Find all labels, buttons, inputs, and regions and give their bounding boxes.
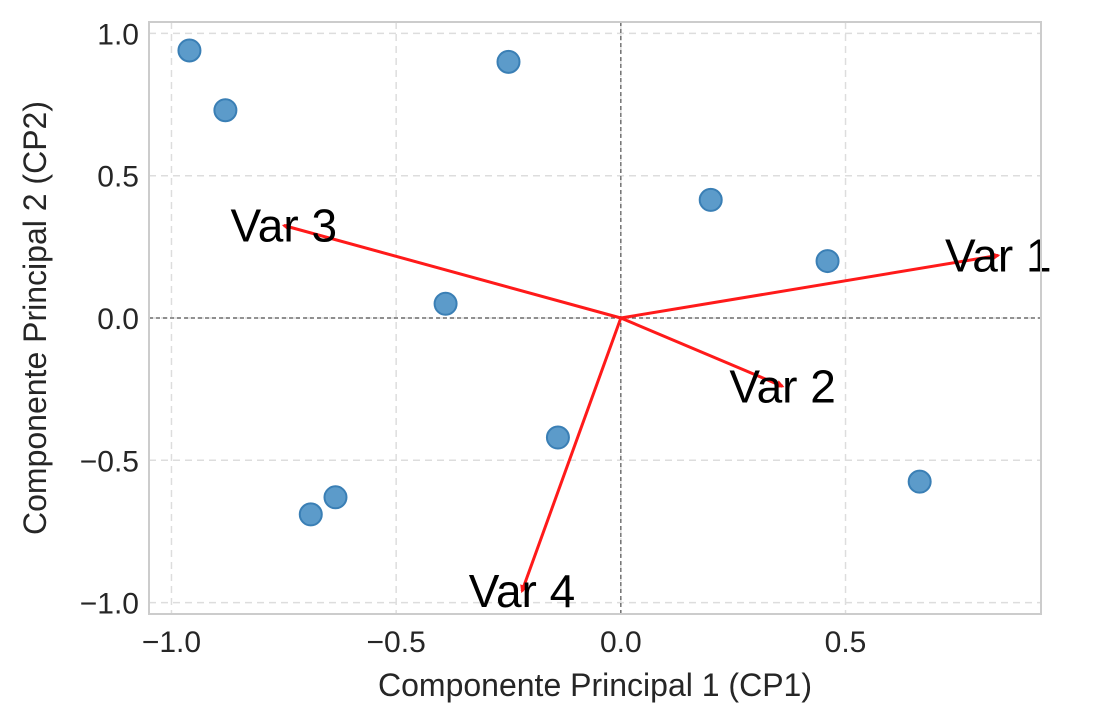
- scatter-point: [496, 49, 521, 74]
- scatter-point: [323, 485, 348, 510]
- scatter-point: [433, 291, 458, 316]
- x-tick-label: 0.5: [825, 626, 867, 659]
- x-tick-label: 0.0: [600, 626, 642, 659]
- scatter-point: [545, 425, 570, 450]
- y-tick-label: 0.5: [97, 161, 139, 194]
- scatter-point: [815, 249, 840, 274]
- loading-label: Var 1: [945, 229, 1052, 281]
- loading-label: Var 3: [231, 200, 338, 252]
- y-tick-label: 1.0: [97, 18, 139, 51]
- x-tick-label: −1.0: [142, 626, 201, 659]
- loading-arrow: [620, 252, 1001, 320]
- scatter-point: [698, 187, 723, 212]
- y-tick-label: −0.5: [80, 445, 139, 478]
- loading-label: Var 4: [469, 565, 576, 617]
- scatter-point: [907, 469, 932, 494]
- plot-frame: [148, 21, 1042, 615]
- loading-arrow: [620, 316, 785, 388]
- scatter-point: [177, 38, 202, 63]
- loading-arrow: [520, 317, 623, 594]
- y-axis-title: Componente Principal 2 (CP2): [17, 101, 53, 535]
- x-tick-labels: −1.0 −0.5 0.0 0.5: [142, 626, 867, 659]
- y-tick-label: 0.0: [97, 303, 139, 336]
- x-axis-title: Componente Principal 1 (CP1): [378, 667, 812, 703]
- y-tick-label: −1.0: [80, 588, 139, 621]
- x-tick-label: −0.5: [367, 626, 426, 659]
- scatter-points: [177, 38, 932, 527]
- loading-label: Var 2: [729, 360, 836, 412]
- y-tick-labels: 1.0 0.5 0.0 −0.5 −1.0: [80, 18, 139, 620]
- loading-arrow: [281, 223, 622, 320]
- loading-vectors: Var 1 Var 2 Var 3 Var 4: [231, 200, 1052, 618]
- scatter-point: [298, 502, 323, 527]
- scatter-point: [213, 98, 238, 123]
